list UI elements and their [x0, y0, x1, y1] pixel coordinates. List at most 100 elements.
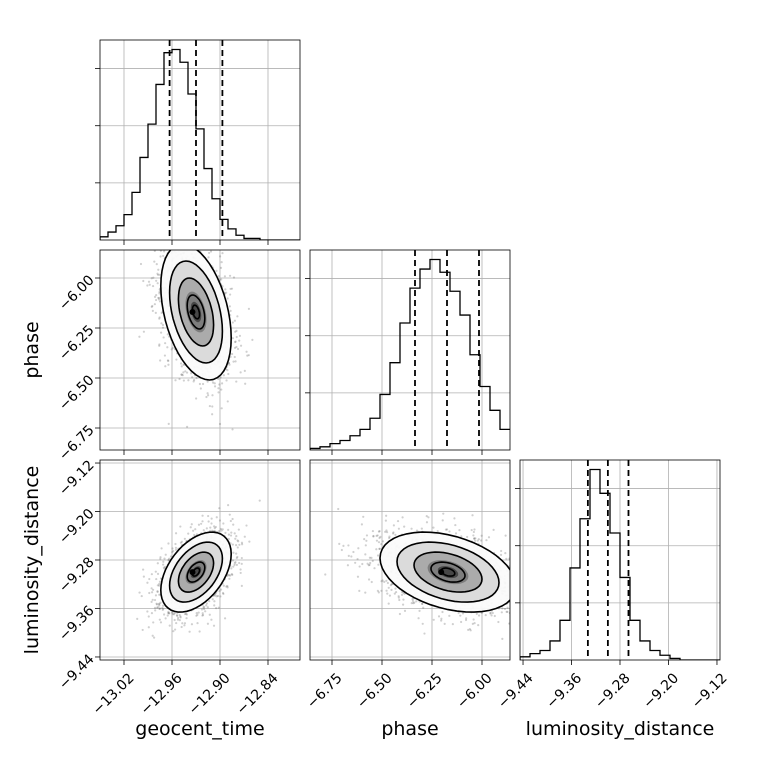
scatter-point: [138, 335, 141, 338]
scatter-point: [512, 597, 514, 599]
scatter-point: [238, 334, 242, 337]
scatter-point: [185, 235, 187, 237]
scatter-point: [164, 553, 167, 556]
scatter-point: [246, 354, 249, 357]
scatter-point: [206, 622, 210, 625]
scatter-point: [451, 623, 454, 626]
scatter-point: [403, 609, 407, 612]
scatter-point: [147, 280, 151, 283]
scatter-point: [174, 628, 177, 631]
scatter-point: [384, 519, 387, 522]
scatter-point: [204, 610, 207, 613]
scatter-point: [380, 580, 383, 583]
scatter-point: [500, 549, 503, 553]
scatter-point: [183, 622, 187, 625]
scatter-point: [160, 311, 163, 315]
scatter-point: [240, 541, 244, 544]
scatter-point: [501, 637, 504, 640]
scatter-point: [158, 582, 161, 585]
scatter-point: [158, 607, 162, 610]
scatter-point: [214, 594, 217, 597]
scatter-point: [526, 634, 528, 636]
scatter-point: [158, 607, 161, 611]
scatter-point: [239, 371, 242, 374]
scatter-point: [398, 612, 402, 616]
scatter-point: [187, 379, 190, 382]
scatter-point: [208, 404, 211, 408]
scatter-point: [150, 591, 154, 594]
scatter-point: [501, 607, 504, 610]
scatter-point: [211, 405, 214, 408]
scatter-point: [342, 544, 345, 547]
scatter-point: [380, 589, 383, 592]
scatter-point: [210, 517, 213, 520]
scatter-point: [210, 522, 213, 525]
scatter-point: [175, 614, 179, 617]
scatter-point: [243, 535, 246, 538]
scatter-point: [358, 589, 361, 593]
scatter-point: [400, 593, 404, 597]
scatter-point: [477, 614, 481, 617]
scatter-point: [158, 292, 161, 295]
scatter-point: [515, 560, 517, 562]
scatter-point: [205, 395, 208, 399]
scatter-point: [174, 542, 177, 546]
scatter-point: [154, 298, 158, 302]
scatter-point: [146, 284, 149, 287]
scatter-point: [178, 247, 180, 249]
scatter-point: [168, 557, 171, 560]
scatter-point: [206, 235, 208, 237]
scatter-point: [180, 373, 183, 376]
scatter-point: [148, 283, 151, 286]
scatter-point: [187, 532, 190, 535]
scatter-point: [375, 548, 378, 551]
scatter-point: [513, 571, 515, 573]
scatter-point: [230, 531, 233, 534]
scatter-point: [235, 556, 238, 560]
scatter-point: [347, 554, 350, 557]
scatter-point: [484, 614, 487, 617]
scatter-point: [236, 315, 239, 318]
scatter-point: [226, 369, 229, 372]
scatter-point: [234, 340, 237, 344]
scatter-point: [205, 243, 207, 245]
scatter-point: [396, 519, 400, 523]
contour-line: [159, 250, 233, 381]
scatter-point: [158, 343, 161, 346]
scatter-point: [162, 613, 166, 616]
scatter-point: [386, 592, 389, 595]
scatter-point: [231, 573, 234, 576]
scatter-point: [513, 590, 515, 592]
scatter-point: [177, 616, 180, 619]
scatter-point: [233, 355, 236, 359]
scatter-point: [155, 606, 159, 609]
scatter-point: [251, 338, 254, 341]
scatter-point: [158, 273, 161, 276]
scatter-point: [158, 317, 161, 320]
scatter-point: [150, 247, 152, 249]
scatter-point: [148, 577, 151, 581]
scatter-point: [166, 346, 169, 349]
scatter-point: [160, 322, 163, 325]
scatter-point: [181, 374, 184, 377]
scatter-point: [150, 587, 153, 590]
scatter-point: [410, 527, 413, 530]
scatter-point: [153, 295, 157, 299]
scatter-point: [150, 600, 153, 603]
scatter-point: [367, 578, 371, 581]
scatter-point: [234, 330, 237, 333]
scatter-point: [224, 224, 226, 226]
scatter-point: [529, 579, 531, 581]
scatter-point: [392, 531, 395, 534]
scatter-point: [180, 362, 183, 365]
scatter-point: [171, 547, 174, 550]
scatter-point: [178, 377, 181, 381]
scatter-point: [183, 624, 186, 627]
scatter-point: [139, 262, 143, 266]
scatter-point: [232, 276, 236, 279]
scatter-point: [159, 331, 163, 334]
scatter-point: [392, 524, 395, 527]
scatter-point: [158, 232, 160, 234]
scatter-point: [193, 533, 196, 537]
